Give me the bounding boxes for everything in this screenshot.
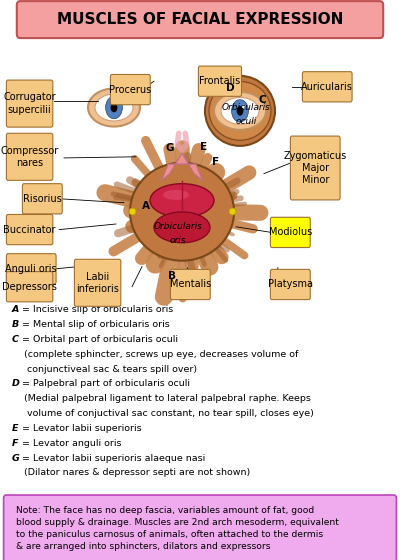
Text: B: B xyxy=(168,270,176,281)
Ellipse shape xyxy=(221,97,259,124)
Ellipse shape xyxy=(154,212,210,243)
FancyBboxPatch shape xyxy=(270,269,310,300)
Text: Platysma: Platysma xyxy=(268,279,313,290)
Text: conjunctiveal sac & tears spill over): conjunctiveal sac & tears spill over) xyxy=(12,365,197,374)
Ellipse shape xyxy=(209,82,271,140)
Ellipse shape xyxy=(116,101,118,105)
Text: = Orbital part of orbicularis oculi: = Orbital part of orbicularis oculi xyxy=(19,335,178,344)
Text: (Dilator nares & depressor septi are not shown): (Dilator nares & depressor septi are not… xyxy=(12,468,250,478)
Ellipse shape xyxy=(106,96,122,119)
FancyBboxPatch shape xyxy=(198,66,242,96)
Text: C: C xyxy=(12,335,19,344)
FancyBboxPatch shape xyxy=(6,272,53,302)
Text: Buccinator: Buccinator xyxy=(3,225,56,235)
Text: = Levator labii superioris: = Levator labii superioris xyxy=(19,424,142,433)
Text: Corrugator
supercilii: Corrugator supercilii xyxy=(3,92,56,115)
Text: G: G xyxy=(12,454,20,463)
Text: = Levator labii superioris alaeque nasi: = Levator labii superioris alaeque nasi xyxy=(19,454,205,463)
Text: Modiolus: Modiolus xyxy=(269,227,312,237)
Text: MUSCLES OF FACIAL EXPRESSION: MUSCLES OF FACIAL EXPRESSION xyxy=(57,12,343,27)
Text: = Mental slip of orbicularis oris: = Mental slip of orbicularis oris xyxy=(19,320,170,329)
Ellipse shape xyxy=(237,106,243,116)
Text: Orbicularis: Orbicularis xyxy=(154,222,202,231)
FancyBboxPatch shape xyxy=(17,1,383,38)
Text: A: A xyxy=(12,305,19,314)
Text: oculi: oculi xyxy=(235,117,257,126)
Text: Labii
inferioris: Labii inferioris xyxy=(76,272,119,294)
Ellipse shape xyxy=(242,105,244,108)
Text: F: F xyxy=(12,439,18,448)
FancyBboxPatch shape xyxy=(6,80,53,127)
Text: (Medial palpebral ligament to lateral palpebral raphe. Keeps: (Medial palpebral ligament to lateral pa… xyxy=(12,394,311,403)
Text: B: B xyxy=(12,320,19,329)
Ellipse shape xyxy=(232,100,248,122)
Ellipse shape xyxy=(214,92,266,130)
Text: Note: The face has no deep fascia, variables amount of fat, good
blood supply & : Note: The face has no deep fascia, varia… xyxy=(16,506,339,552)
FancyBboxPatch shape xyxy=(4,495,396,560)
Text: Orbicularis: Orbicularis xyxy=(222,103,270,112)
Ellipse shape xyxy=(130,162,234,261)
Text: Frontalis: Frontalis xyxy=(199,76,240,86)
FancyBboxPatch shape xyxy=(302,72,352,102)
Text: Mentalis: Mentalis xyxy=(170,279,211,290)
FancyBboxPatch shape xyxy=(6,133,53,180)
FancyBboxPatch shape xyxy=(170,269,210,300)
Ellipse shape xyxy=(205,76,275,146)
Text: = Levator anguli oris: = Levator anguli oris xyxy=(19,439,121,448)
FancyBboxPatch shape xyxy=(6,214,53,245)
FancyBboxPatch shape xyxy=(110,74,150,105)
Text: E: E xyxy=(12,424,18,433)
Polygon shape xyxy=(161,153,203,181)
Text: F: F xyxy=(212,157,220,167)
Text: Auricularis: Auricularis xyxy=(301,82,353,92)
FancyBboxPatch shape xyxy=(290,136,340,200)
Ellipse shape xyxy=(88,88,140,127)
Text: Compressor
nares: Compressor nares xyxy=(0,146,59,168)
Ellipse shape xyxy=(95,94,133,121)
Text: D: D xyxy=(12,380,20,389)
Text: C: C xyxy=(258,95,266,105)
Text: oris: oris xyxy=(170,236,186,245)
Text: Zygomaticus
Major
Minor: Zygomaticus Major Minor xyxy=(284,151,347,185)
Ellipse shape xyxy=(110,103,118,112)
Text: = Palpebral part of orbicularis oculi: = Palpebral part of orbicularis oculi xyxy=(19,380,190,389)
FancyBboxPatch shape xyxy=(6,254,56,284)
Text: E: E xyxy=(200,142,208,152)
Text: volume of conjuctival sac constant, no tear spill, closes eye): volume of conjuctival sac constant, no t… xyxy=(12,409,314,418)
FancyBboxPatch shape xyxy=(270,217,310,248)
Text: Procerus: Procerus xyxy=(109,85,152,95)
Text: Risorius: Risorius xyxy=(23,194,62,204)
FancyBboxPatch shape xyxy=(74,259,121,306)
Ellipse shape xyxy=(163,190,189,200)
Text: Depressors: Depressors xyxy=(2,282,57,292)
FancyBboxPatch shape xyxy=(22,184,62,214)
Text: Anguli oris: Anguli oris xyxy=(6,264,57,274)
Text: D: D xyxy=(226,83,234,93)
Text: = Incisive slip of orbicularis oris: = Incisive slip of orbicularis oris xyxy=(19,305,173,314)
Text: (complete sphincter, screws up eye, decreases volume of: (complete sphincter, screws up eye, decr… xyxy=(12,349,298,359)
Text: A: A xyxy=(142,200,150,211)
Text: G: G xyxy=(166,143,174,153)
Ellipse shape xyxy=(150,184,214,217)
